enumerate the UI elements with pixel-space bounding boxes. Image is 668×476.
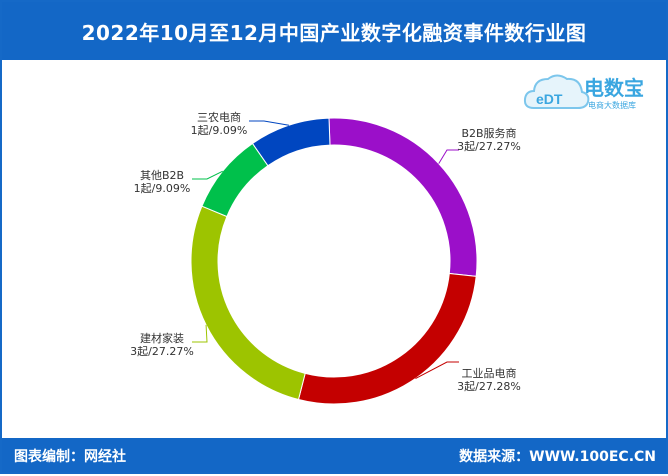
donut-slice	[328, 117, 478, 277]
slice-label-name: 工业品电商	[462, 366, 517, 380]
slice-label-name: 三农电商	[197, 110, 241, 124]
logo: eDT 电数宝 电商大数据库	[522, 66, 662, 116]
cloud-logo-icon: eDT	[523, 74, 590, 109]
slice-label-value: 3起/27.27%	[457, 140, 521, 153]
leader-line	[192, 170, 223, 180]
leader-line	[192, 324, 208, 343]
chart-title: 2022年10月至12月中国产业数字化融资事件数行业图	[81, 20, 587, 45]
slice-label-name: 其他B2B	[140, 169, 184, 182]
slice-label-value: 1起/9.09%	[191, 124, 248, 137]
donut-slice	[297, 272, 477, 405]
slice-label-value: 1起/9.09%	[134, 182, 191, 195]
slice-label-value: 3起/27.27%	[130, 345, 194, 358]
donut-slice	[190, 205, 306, 401]
header-bar: 2022年10月至12月中国产业数字化融资事件数行业图	[2, 2, 666, 60]
slice-label-value: 3起/27.28%	[457, 380, 521, 393]
leader-line	[415, 361, 459, 379]
footer-source: 数据来源：WWW.100EC.CN	[459, 449, 656, 465]
donut-slice	[251, 117, 331, 167]
slice-label-name: B2B服务商	[461, 126, 516, 140]
donut-slice	[201, 142, 269, 218]
footer-credit: 图表编制：网经社	[14, 449, 126, 465]
logo-name: 电数宝	[584, 76, 644, 100]
logo-mark: eDT	[536, 91, 563, 107]
footer-bar: 图表编制：网经社 数据来源：WWW.100EC.CN	[2, 438, 666, 472]
leader-line	[249, 120, 290, 126]
slice-label-name: 建材家装	[140, 331, 184, 345]
logo-subtitle: 电商大数据库	[588, 101, 636, 110]
leader-line	[438, 149, 459, 164]
